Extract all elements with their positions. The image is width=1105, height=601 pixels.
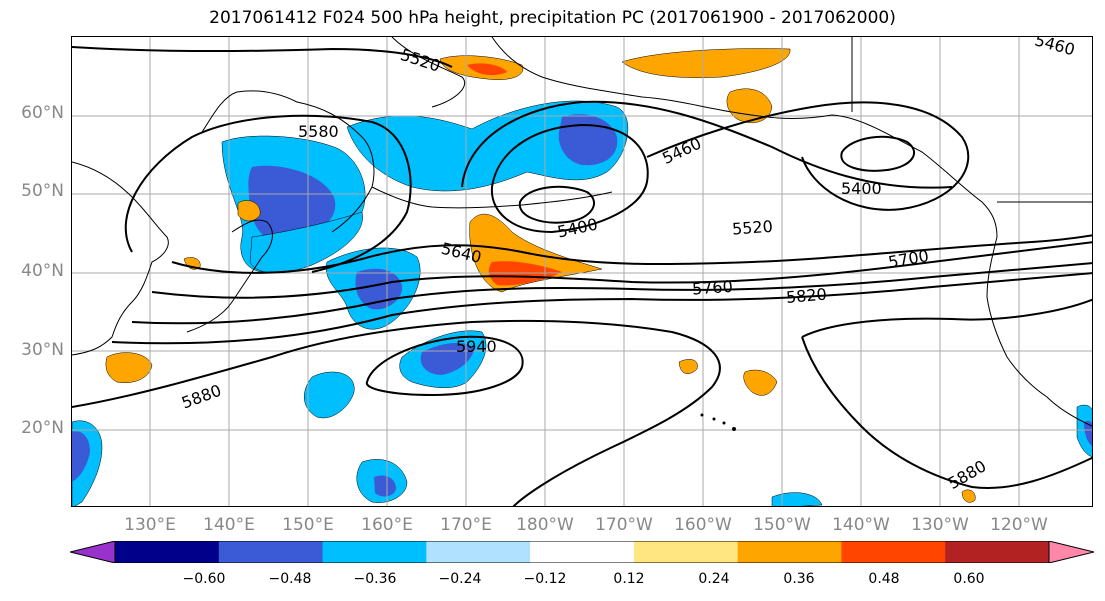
lon-label-150w: 150°W xyxy=(753,515,811,535)
lon-label-130w: 130°W xyxy=(911,515,969,535)
contour-5940 xyxy=(365,335,524,397)
colorbar-tick-label: 0.60 xyxy=(953,571,985,587)
coast-north-america xyxy=(986,236,1092,427)
contour-label: 5820 xyxy=(785,284,827,306)
lat-label-20n: 20°N xyxy=(21,418,64,438)
coast-aleutians xyxy=(371,186,613,209)
contour-5880-east xyxy=(801,298,1092,489)
coast-asia-mainland xyxy=(72,161,169,356)
pos-anomaly-japan xyxy=(237,200,261,222)
lon-label-160w: 160°W xyxy=(674,515,732,535)
lat-label-40n: 40°N xyxy=(21,261,64,281)
colorbar-tick-label: −0.48 xyxy=(268,571,312,587)
pos-anomaly-hawaii-north xyxy=(743,369,778,396)
colorbar-tick-label: 0.36 xyxy=(783,571,815,587)
contour-label: 5520 xyxy=(398,45,443,76)
colorbar-extend-max xyxy=(1049,541,1094,563)
neg-anomaly-east-edge xyxy=(1076,404,1092,457)
colorbar-segment xyxy=(945,541,1050,563)
colorbar-tick-label: −0.24 xyxy=(438,571,482,587)
lon-label-150e: 150°E xyxy=(282,515,334,535)
islands-hawaii xyxy=(700,413,736,431)
contour-label: 5940 xyxy=(456,337,497,356)
contour-label: 5460 xyxy=(659,134,704,168)
neg-anomaly-south-core xyxy=(374,475,396,497)
neg-anomaly-kuril-core xyxy=(248,165,336,243)
contour-5400-low-west xyxy=(518,185,595,224)
colorbar-segment xyxy=(322,541,427,563)
colorbar-segment xyxy=(115,541,220,563)
colorbar-tick-label: −0.36 xyxy=(353,571,397,587)
contour-5820 xyxy=(111,272,1092,345)
contour-label: 5760 xyxy=(691,277,733,299)
contour-5760 xyxy=(131,262,1092,325)
coast-japan xyxy=(186,219,273,333)
pos-anomaly-north-1-core xyxy=(467,63,507,76)
contour-5520-west xyxy=(461,100,953,189)
colorbar-segment xyxy=(841,541,946,563)
neg-anomaly-south-center xyxy=(771,492,823,506)
pos-anomaly-ryukyu xyxy=(105,352,153,383)
lat-label-30n: 30°N xyxy=(21,340,64,360)
contour-label-group: 5520 5580 5460 5460 5400 5400 5520 5640 … xyxy=(179,37,1077,493)
neg-anomaly-sw-corner-core xyxy=(72,431,90,482)
lat-label-60n: 60°N xyxy=(21,103,64,123)
coast-kamchatka xyxy=(201,90,375,233)
lon-label-140e: 140°E xyxy=(203,515,255,535)
contour-label: 5880 xyxy=(179,381,224,413)
lon-label-120w: 120°W xyxy=(990,515,1048,535)
colorbar-segment xyxy=(530,541,635,563)
colorbar-tick-label: 0.12 xyxy=(613,571,645,587)
lon-label-140w: 140°W xyxy=(832,515,890,535)
contour-5640 xyxy=(171,234,1092,274)
neg-anomaly-southwest xyxy=(304,371,355,419)
pos-anomaly-gulf-alaska xyxy=(726,88,773,123)
contour-label: 5700 xyxy=(887,246,930,272)
contour-5520-north xyxy=(72,46,453,68)
lon-label-130e: 130°E xyxy=(124,515,176,535)
colorbar-segment xyxy=(737,541,842,563)
height-contours xyxy=(72,46,1092,506)
map-panel: 5520 5580 5460 5460 5400 5400 5520 5640 … xyxy=(71,36,1093,507)
colorbar-extend-min xyxy=(70,541,115,563)
pos-anomaly-south-east xyxy=(961,489,976,503)
coastlines xyxy=(72,37,1092,427)
contour-5460-east xyxy=(646,101,970,211)
contour-5580 xyxy=(124,114,412,273)
colorbar-segment xyxy=(218,541,324,563)
coast-bering-north xyxy=(391,37,465,108)
colorbar-tick-label: −0.12 xyxy=(523,571,567,587)
colorbar-segments xyxy=(70,541,1094,563)
contour-5880-west xyxy=(72,319,721,506)
lat-label-50n: 50°N xyxy=(21,181,64,201)
neg-anomaly-east-edge-core xyxy=(1084,420,1092,446)
contour-5700 xyxy=(151,241,1092,299)
contour-label: 5400 xyxy=(556,215,600,242)
lon-label-170e: 170°E xyxy=(440,515,492,535)
contour-label: 5400 xyxy=(841,179,882,198)
colorbar-tick-label: 0.24 xyxy=(698,571,730,587)
colorbar-tick-label: 0.48 xyxy=(868,571,900,587)
graticule xyxy=(72,37,1092,506)
colorbar-tick-label: −0.60 xyxy=(182,571,226,587)
lon-label-160e: 160°E xyxy=(361,515,413,535)
neg-anomaly-bering xyxy=(346,100,629,192)
contour-5400-east xyxy=(840,135,915,172)
pos-anomaly-hawaii-east xyxy=(678,359,698,374)
pos-anomaly-north-2 xyxy=(621,48,791,78)
colorbar xyxy=(70,541,1094,563)
colorbar-segment xyxy=(633,541,739,563)
map-title: 2017061412 F024 500 hPa height, precipit… xyxy=(209,8,896,28)
lon-label-170w: 170°W xyxy=(595,515,653,535)
colorbar-segment xyxy=(426,541,531,563)
contour-label: 5460 xyxy=(1033,37,1077,59)
contour-label: 5580 xyxy=(298,122,339,141)
contour-5460-west xyxy=(490,123,649,234)
lon-label-180w: 180°W xyxy=(516,515,574,535)
map-canvas: 5520 5580 5460 5460 5400 5400 5520 5640 … xyxy=(72,37,1092,506)
contour-label: 5520 xyxy=(731,217,773,239)
